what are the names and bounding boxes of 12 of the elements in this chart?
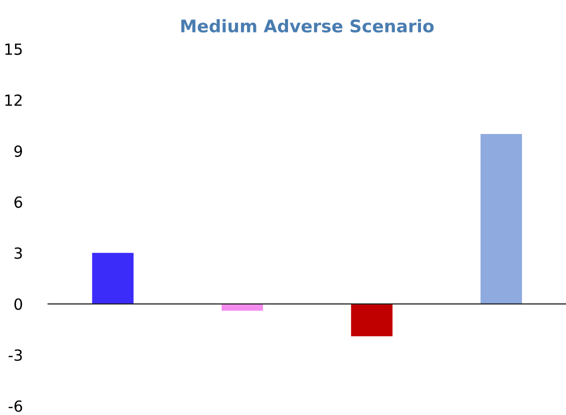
- bar: [480, 134, 522, 304]
- y-tick-label: 6: [14, 196, 22, 208]
- y-tick-label: -6: [8, 400, 22, 412]
- chart-title: Medium Adverse Scenario: [181, 19, 434, 33]
- y-tick-label: -3: [8, 349, 22, 361]
- bar: [351, 304, 393, 336]
- y-tick-label: 12: [5, 94, 22, 106]
- bar: [92, 252, 134, 304]
- y-tick-label: 0: [14, 298, 22, 310]
- y-tick-label: 9: [14, 145, 22, 157]
- y-tick-label: 3: [14, 247, 22, 259]
- y-tick-label: 15: [5, 44, 22, 55]
